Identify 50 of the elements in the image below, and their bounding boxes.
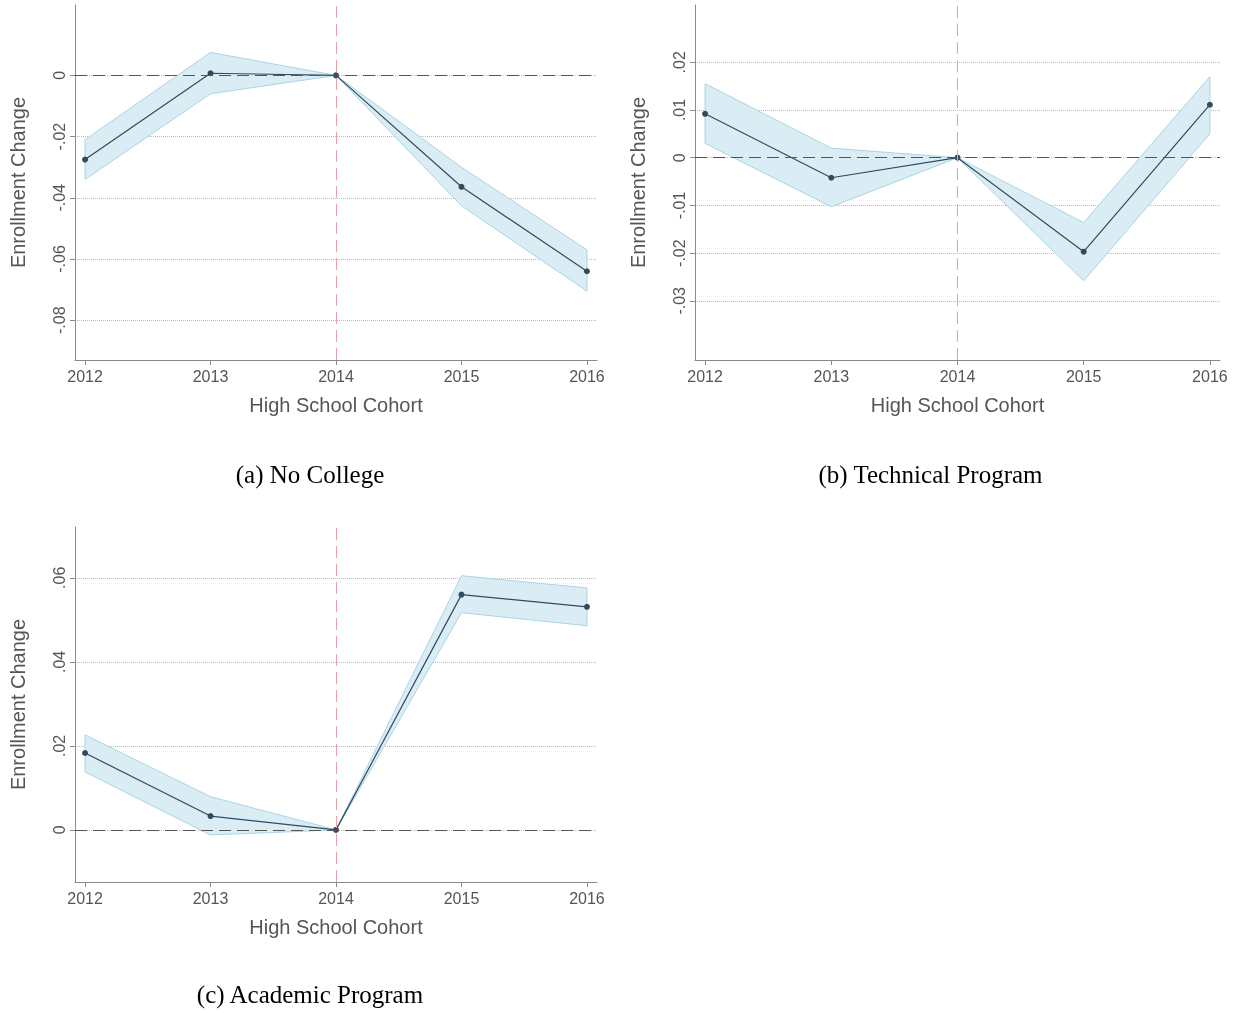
y-axis-title: Enrollment Change [7,96,29,269]
x-tick-label: 2016 [569,367,605,385]
point [1080,248,1087,255]
x-tick-label: 2015 [443,367,480,385]
y-tick-label: .01 [670,98,688,122]
y-axis-title: Enrollment Change [627,96,649,269]
y-tick-label: .06 [50,566,68,589]
point [828,174,835,181]
x-tick-label: 2015 [443,889,480,907]
x-tick-label: 2014 [318,889,354,907]
x-tick-label: 2012 [67,367,103,385]
text: (c) Academic Program [196,981,424,1009]
point [207,813,214,820]
x-tick-label: 2012 [67,889,103,907]
y-tick-label: -.08 [50,306,68,334]
y-tick-label: -.04 [50,183,68,212]
y-tick-label: 0 [670,153,688,163]
x-tick-label: 2016 [1192,367,1228,385]
y-tick-label: .04 [50,650,68,673]
y-tick-label: -.06 [50,245,68,273]
x-axis-title: High School Cohort [870,394,1045,416]
y-tick-label: 0 [50,70,68,80]
point [458,591,465,598]
point [82,750,89,757]
x-tick-label: 2012 [687,367,723,385]
point [82,156,89,163]
y-tick-label: -.02 [50,122,68,151]
x-tick-label: 2014 [939,367,976,385]
y-tick-label: -.02 [670,239,688,267]
point [583,603,590,610]
y-tick-label: .02 [50,734,68,758]
x-axis-title: High School Cohort [249,394,424,416]
point [1206,101,1213,108]
point [702,110,709,117]
text: (b) Technical Program [818,461,1044,489]
text: (a) No College [235,461,385,489]
y-tick-label: 0 [50,825,68,835]
x-tick-label: 2016 [569,889,605,907]
x-tick-label: 2013 [192,889,229,907]
point [458,183,465,190]
y-tick-label: -.01 [670,191,688,220]
x-tick-label: 2014 [318,367,354,385]
x-tick-label: 2013 [813,367,850,385]
y-tick-label: .02 [670,51,688,74]
y-tick-label: -.03 [670,286,688,315]
x-axis-title: High School Cohort [249,916,424,938]
x-tick-label: 2015 [1065,367,1102,385]
point [583,268,590,275]
x-tick-label: 2013 [192,367,229,385]
y-axis-title: Enrollment Change [7,618,29,791]
